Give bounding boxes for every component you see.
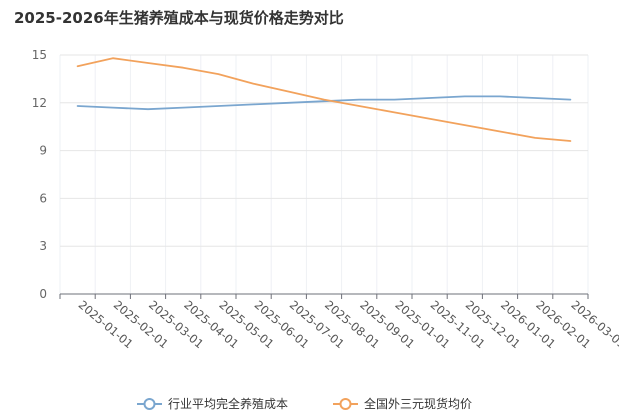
y-tick-label: 3 — [39, 239, 47, 253]
axis-layer: 036912152025-01-012025-02-012025-03-0120… — [32, 48, 619, 351]
y-tick-label: 12 — [32, 96, 47, 110]
legend-item-1[interactable]: 全国外三元现货均价 — [333, 396, 472, 411]
y-tick-label: 9 — [39, 144, 47, 158]
legend-item-0[interactable]: 行业平均完全养殖成本 — [137, 396, 288, 411]
chart-title: 2025-2026年生猪养殖成本与现货价格走势对比 — [14, 9, 344, 27]
series-line-1 — [76, 57, 572, 142]
legend[interactable]: 行业平均完全养殖成本 全国外三元现货均价 — [137, 396, 472, 411]
series-layer — [76, 57, 572, 142]
legend-marker-icon — [143, 398, 156, 410]
legend-marker-icon — [339, 398, 352, 410]
y-tick-label: 0 — [39, 287, 47, 301]
legend-label: 行业平均完全养殖成本 — [168, 396, 288, 411]
y-tick-label: 6 — [39, 191, 47, 205]
grid-layer — [59, 54, 589, 294]
y-tick-label: 15 — [32, 48, 47, 62]
series-line-0 — [76, 95, 572, 111]
legend-label: 全国外三元现货均价 — [364, 396, 472, 411]
